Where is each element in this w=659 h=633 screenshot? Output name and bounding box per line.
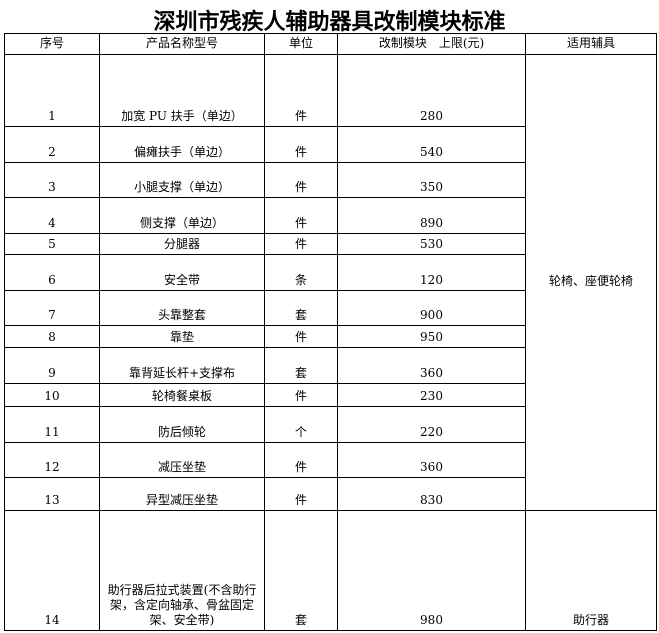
cell-limit: 890 [337, 197, 526, 234]
table-row: 5 分腿器件 530 [4, 233, 657, 255]
table-row: 4 侧支撑（单边）件 890 [4, 197, 657, 234]
cell-unit: 件 [264, 233, 338, 255]
cell-unit: 套 [264, 290, 338, 326]
cell-no: 14 [4, 510, 100, 631]
cell-name: 轮椅餐桌板 [99, 383, 265, 407]
cell-name: 头靠整套 [99, 290, 265, 326]
cell-name: 靠背延长杆+支撑布 [99, 347, 265, 384]
table-row: 3 小腿支撑（单边）件 350 [4, 162, 657, 198]
header-limit: 改制模块 上限(元) [337, 33, 526, 55]
cell-limit: 950 [337, 325, 526, 348]
cell-no: 1 [4, 54, 100, 127]
cell-no: 5 [4, 233, 100, 255]
cell-unit: 件 [264, 442, 338, 478]
cell-name: 加宽 PU 扶手（单边） [99, 54, 265, 127]
table-row: 6 安全带条 120 [4, 254, 657, 291]
cell-unit: 个 [264, 406, 338, 443]
cell-limit: 220 [337, 406, 526, 443]
cell-limit: 540 [337, 126, 526, 163]
cell-no: 8 [4, 325, 100, 348]
cell-no: 3 [4, 162, 100, 198]
cell-unit: 件 [264, 54, 338, 127]
header-no: 序号 [4, 33, 100, 55]
cell-no: 13 [4, 477, 100, 511]
cell-no: 11 [4, 406, 100, 443]
cell-limit: 280 [337, 54, 526, 127]
cell-no: 6 [4, 254, 100, 291]
cell-unit: 件 [264, 383, 338, 407]
cell-unit: 套 [264, 510, 338, 631]
cell-no: 12 [4, 442, 100, 478]
cell-limit: 900 [337, 290, 526, 326]
cell-no: 2 [4, 126, 100, 163]
cell-limit: 120 [337, 254, 526, 291]
cell-unit: 条 [264, 254, 338, 291]
standards-table: 序号 产品名称型号 单位 改制模块 上限(元) 适用辅具 1 加宽 PU 扶手（单… [4, 33, 657, 631]
cell-name: 安全带 [99, 254, 265, 291]
cell-unit: 件 [264, 126, 338, 163]
page-title: 深圳市残疾人辅助器具改制模块标准 [153, 10, 506, 35]
table-row: 8 靠垫件 950 [4, 325, 657, 348]
cell-limit: 980 [337, 510, 526, 631]
table-row: 13 异型减压坐垫件 830 [4, 477, 657, 511]
cell-limit: 830 [337, 477, 526, 511]
cell-name: 分腿器 [99, 233, 265, 255]
cell-no: 4 [4, 197, 100, 234]
cell-no: 10 [4, 383, 100, 407]
table-row: 14 助行器后拉式装置(不含助行架，含定向轴承、骨盆固定架、安全带) 套 980 助行器 [4, 510, 657, 631]
cell-name: 侧支撑（单边） [99, 197, 265, 234]
table-row: 9 靠背延长杆+支撑布套 360 [4, 347, 657, 384]
cell-name: 小腿支撑（单边） [99, 162, 265, 198]
cell-applicable-walker: 助行器 [525, 510, 657, 631]
cell-unit: 套 [264, 347, 338, 384]
cell-limit: 350 [337, 162, 526, 198]
header-applicable: 适用辅具 [525, 33, 657, 55]
cell-unit: 件 [264, 162, 338, 198]
cell-unit: 件 [264, 477, 338, 511]
cell-limit: 360 [337, 347, 526, 384]
cell-limit: 530 [337, 233, 526, 255]
cell-name: 减压坐垫 [99, 442, 265, 478]
cell-unit: 件 [264, 325, 338, 348]
cell-name: 偏瘫扶手（单边） [99, 126, 265, 163]
cell-no: 9 [4, 347, 100, 384]
cell-limit: 230 [337, 383, 526, 407]
table-row: 12 减压坐垫件 360 [4, 442, 657, 478]
header-name: 产品名称型号 [99, 33, 265, 55]
cell-unit: 件 [264, 197, 338, 234]
table-row: 1 加宽 PU 扶手（单边）件 280 轮椅、座便轮椅 [4, 54, 657, 511]
cell-name: 防后倾轮 [99, 406, 265, 443]
table-header-row: 序号 产品名称型号 单位 改制模块 上限(元) 适用辅具 [4, 33, 657, 55]
cell-applicable-wheelchair: 轮椅、座便轮椅 [525, 54, 657, 511]
cell-no: 7 [4, 290, 100, 326]
cell-name: 助行器后拉式装置(不含助行架，含定向轴承、骨盆固定架、安全带) [99, 510, 265, 631]
cell-name: 异型减压坐垫 [99, 477, 265, 511]
cell-name: 靠垫 [99, 325, 265, 348]
cell-limit: 360 [337, 442, 526, 478]
header-unit: 单位 [264, 33, 338, 55]
